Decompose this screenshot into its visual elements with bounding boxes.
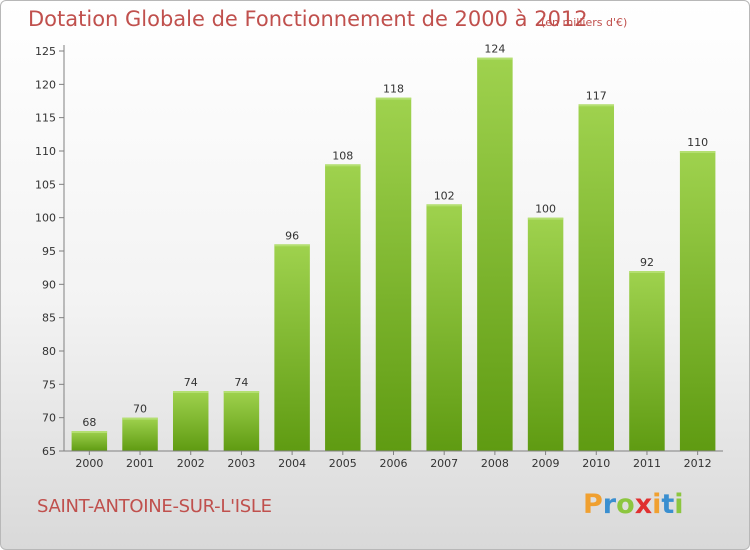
bar [629, 271, 665, 451]
y-tick-label: 80 [42, 345, 56, 358]
bar-value-label: 92 [640, 256, 654, 269]
bar [527, 217, 564, 451]
logo-letter: r [602, 489, 617, 520]
logo-letter: i [652, 489, 662, 520]
bar [375, 97, 412, 452]
bar-highlight [477, 57, 513, 60]
y-tick-label: 105 [35, 178, 56, 191]
y-tick-label: 90 [42, 278, 56, 291]
y-tick-label: 70 [42, 412, 56, 425]
bar [477, 57, 513, 452]
bar [426, 204, 462, 451]
logo-letter: o [616, 489, 635, 520]
bar [679, 151, 716, 451]
bar-highlight [122, 417, 158, 420]
bar-value-label: 74 [234, 376, 248, 389]
bar-highlight [274, 244, 310, 247]
x-tick-label: 2000 [75, 457, 103, 470]
bar [325, 164, 361, 452]
y-tick-label: 125 [35, 45, 56, 58]
x-tick-label: 2010 [582, 457, 610, 470]
bar-highlight [679, 151, 716, 153]
logo-letter: i [674, 489, 684, 520]
bar [274, 244, 310, 451]
bar [71, 431, 108, 451]
bar-highlight [527, 217, 564, 220]
x-tick-label: 2002 [177, 457, 205, 470]
x-tick-label: 2004 [278, 457, 306, 470]
commune-name: SAINT-ANTOINE-SUR-L'ISLE [37, 496, 272, 517]
bar-value-label: 70 [133, 403, 147, 416]
bar [122, 417, 158, 451]
x-tick-label: 2011 [633, 457, 661, 470]
bar-value-label: 110 [687, 136, 708, 149]
bar-highlight [172, 391, 209, 393]
x-tick-label: 2005 [329, 457, 357, 470]
y-tick-label: 120 [35, 78, 56, 91]
bar [578, 104, 615, 451]
y-tick-label: 85 [42, 312, 56, 325]
bar-highlight [325, 164, 361, 167]
bar-highlight [629, 271, 665, 273]
x-tick-label: 2001 [126, 457, 154, 470]
bar-highlight [375, 97, 412, 100]
x-tick-label: 2003 [227, 457, 255, 470]
bar-value-label: 96 [285, 229, 299, 242]
x-tick-label: 2012 [684, 457, 712, 470]
logo-letter: t [661, 489, 675, 520]
bar-value-label: 118 [383, 83, 404, 96]
bar-value-label: 74 [184, 376, 198, 389]
bar-value-label: 102 [434, 189, 455, 202]
bar-value-label: 100 [535, 203, 556, 216]
y-tick-label: 100 [35, 212, 56, 225]
bar-value-label: 108 [332, 149, 353, 162]
bar-highlight [578, 104, 615, 107]
bar-value-label: 124 [484, 43, 505, 56]
chart-title: Dotation Globale de Fonctionnement de 20… [28, 7, 588, 31]
y-tick-label: 95 [42, 245, 56, 258]
bar [223, 391, 260, 451]
bar [172, 391, 209, 451]
x-tick-label: 2008 [481, 457, 509, 470]
bar-highlight [426, 204, 462, 207]
y-tick-label: 110 [35, 145, 56, 158]
x-tick-label: 2006 [380, 457, 408, 470]
bar-value-label: 117 [586, 89, 607, 102]
bar-highlight [223, 391, 260, 393]
x-tick-label: 2007 [430, 457, 458, 470]
logo-letter: P [583, 489, 603, 520]
bar-highlight [71, 431, 108, 433]
y-tick-label: 75 [42, 378, 56, 391]
x-tick-label: 2009 [532, 457, 560, 470]
logo-letter: x [634, 489, 653, 520]
chart-subtitle: (en milliers d'€) [541, 16, 628, 29]
proxiti-logo: Proxiti [583, 489, 684, 520]
y-tick-label: 65 [42, 445, 56, 458]
bar-value-label: 68 [82, 416, 96, 429]
y-tick-label: 115 [35, 112, 56, 125]
